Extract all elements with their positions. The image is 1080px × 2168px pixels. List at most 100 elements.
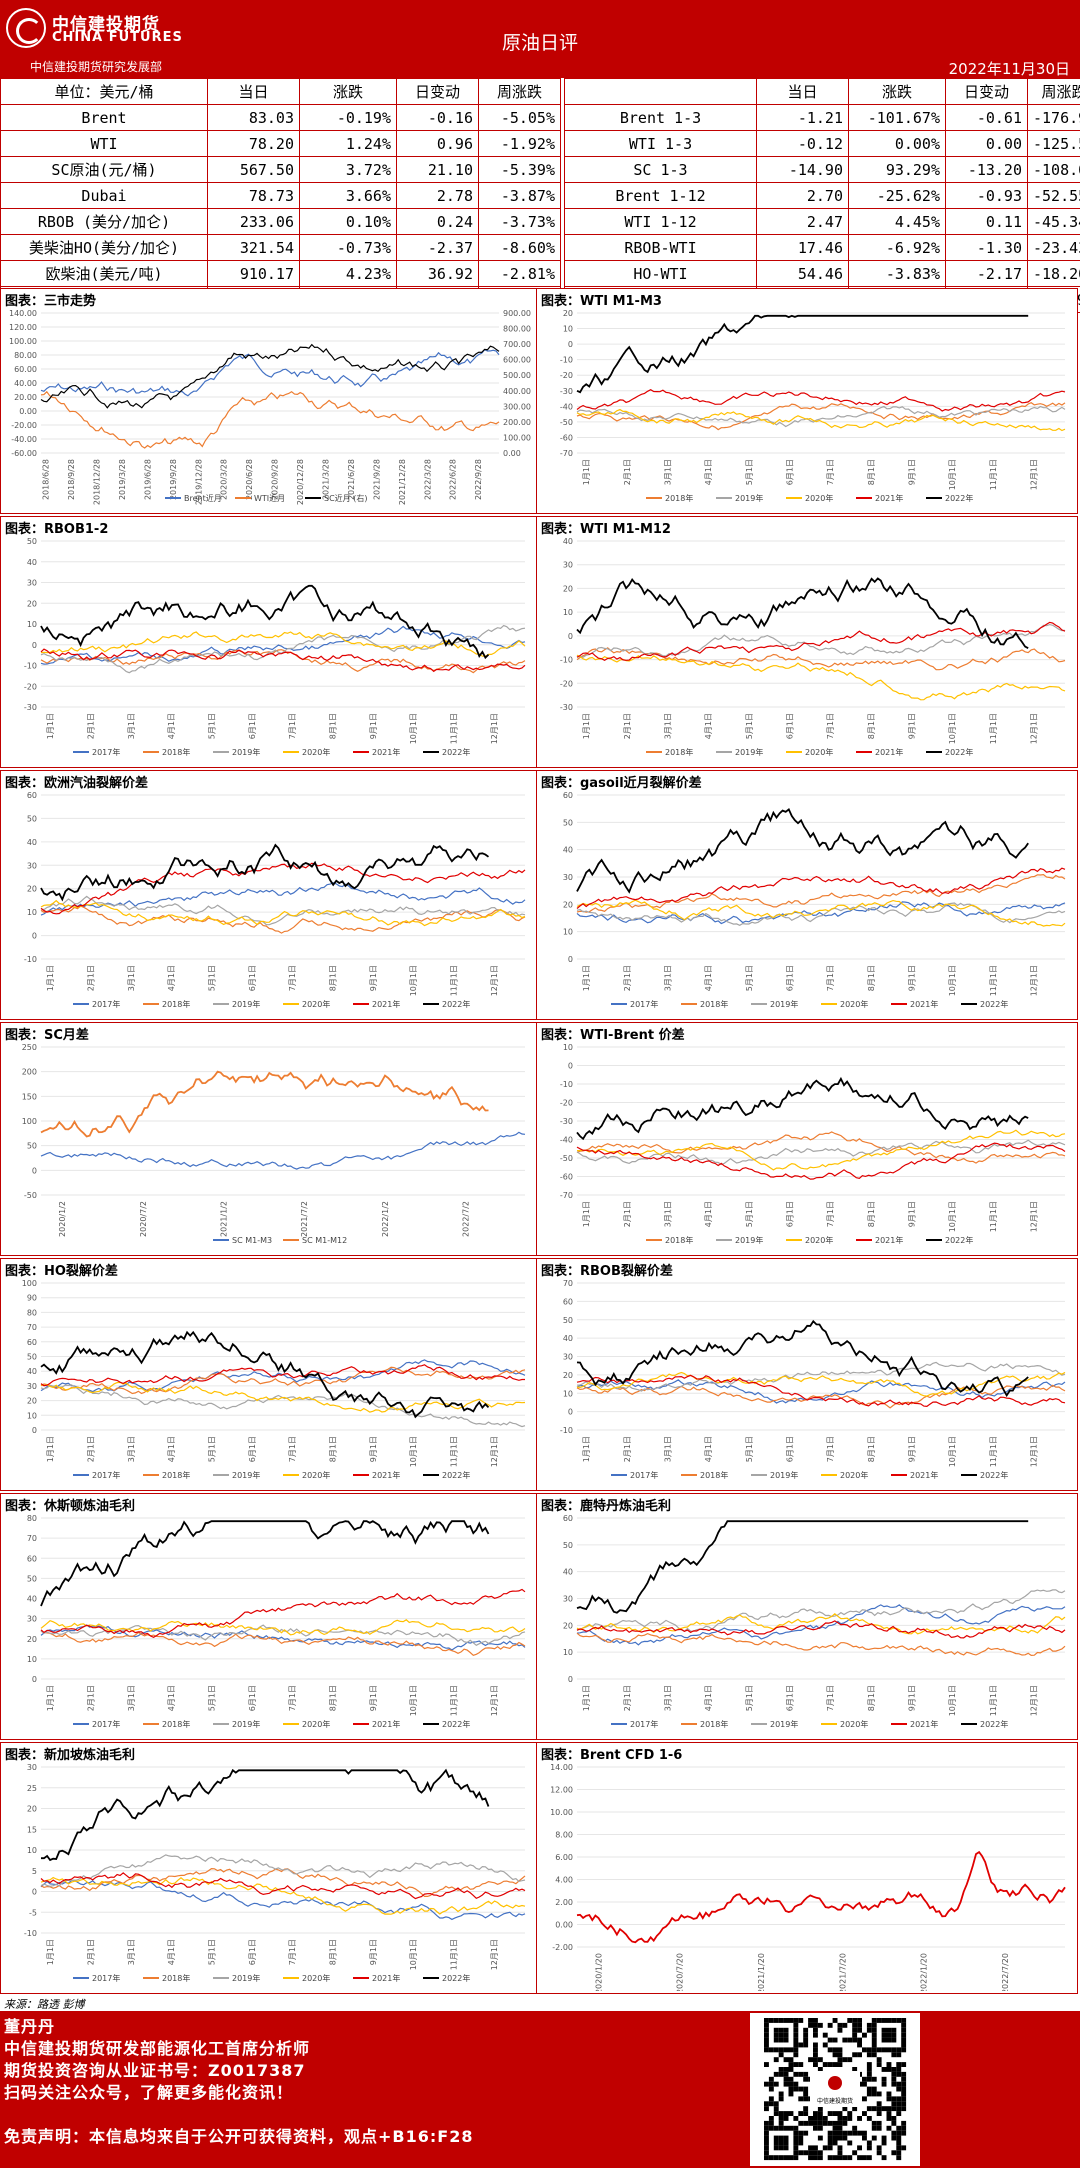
x-tick-label: 4月1日 [167, 713, 176, 739]
series-line [576, 867, 1066, 909]
y-tick-label: 20 [563, 900, 573, 909]
left-header-cell: 涨跌 [299, 78, 397, 105]
spread-name: RBOB-WTI [564, 234, 757, 261]
x-tick-label: 5月1日 [207, 1436, 216, 1462]
x-tick-label: 5月1日 [745, 459, 754, 485]
legend-label: 2022年 [442, 1973, 470, 1983]
x-tick-label: 6月1日 [786, 965, 795, 991]
legend-label: 2020年 [302, 747, 330, 757]
y-tick-label: 40 [27, 838, 37, 847]
chart-plot: 80 70 60 50 40 30 20 10 0 1月1日 2月1日 3月1日 4月1日 5月1日 6月1… [27, 1514, 526, 1729]
x-tick-label: 5月1日 [745, 965, 754, 991]
x-tick-label: 2021/7/2 [300, 1201, 309, 1237]
y-tick-label: 120.00 [9, 323, 37, 332]
y-tick-label: 20 [27, 1635, 37, 1644]
y-tick-label: 20.00 [14, 393, 37, 402]
x-tick-label: 2月1日 [623, 965, 632, 991]
y-tick-label: 10 [563, 1043, 573, 1052]
legend-label: 2021年 [875, 493, 903, 503]
x-tick-label: 7月1日 [288, 1436, 297, 1462]
y-tick-label: 30 [563, 561, 573, 570]
chart-plot: 60 50 40 30 20 10 0 1月1日 2月1日 3月1日 4月1日 5月1日 6月1日 7月1… [563, 791, 1066, 1009]
y-tick-label: 50 [563, 1316, 573, 1325]
y-tick-label: 20 [27, 885, 37, 894]
series-line [40, 1624, 526, 1651]
legend-label: 2022年 [980, 1470, 1008, 1480]
y-tick-label: 80 [27, 1308, 37, 1317]
price-row: Brent 83.03 -0.19% -0.16 -5.05% Brent 1-3 -1.2… [0, 104, 1080, 131]
instrument-name: 美柴油HO(美分/加仑) [0, 234, 208, 261]
y-tick-label: 50 [27, 1353, 37, 1362]
series-line [576, 1371, 1066, 1397]
x-tick-label: 4月1日 [167, 1436, 176, 1462]
legend-label: 2018年 [162, 747, 190, 757]
source-note: 来源：路透 彭博 [4, 1998, 85, 2011]
chart-title: 图表：gasoil近月裂解价差 [541, 776, 702, 791]
left-header-cell: 当日 [207, 78, 300, 105]
spread-cell: -6.92% [848, 234, 946, 261]
chart-panel: 图表：新加坡炼油毛利 30 25 20 15 10 5 0 -5 -10 1月1日 2月1日 3月1日 4… [0, 1742, 538, 1994]
y-tick-label: -50 [24, 1191, 37, 1200]
legend-label: 2022年 [442, 1470, 470, 1480]
x-tick-label: 2019/3/28 [118, 459, 127, 500]
legend-label: 2021年 [910, 1470, 938, 1480]
legend-label: 2020年 [840, 999, 868, 1009]
legend-label: 2018年 [700, 1719, 728, 1729]
series-line [40, 625, 526, 665]
price-cell: -0.19% [299, 104, 397, 131]
y-tick-label: -2.00 [552, 1943, 573, 1952]
legend-label: 2017年 [92, 1973, 120, 1983]
x-tick-label: 4月1日 [167, 1939, 176, 1965]
chart-plot: 70 60 50 40 30 20 10 0 -10 1月1日 2月1日 3月1日 4月1日 5月1日 6月… [560, 1279, 1066, 1480]
price-cell: -5.05% [478, 104, 561, 131]
y-tick-label: 25 [27, 1784, 37, 1793]
legend-label: 2017年 [630, 999, 658, 1009]
legend-label: 2020年 [840, 1470, 868, 1480]
page-title: 原油日评 [501, 32, 578, 54]
y-tick-label: -40 [560, 402, 573, 411]
price-cell: 21.10 [396, 156, 479, 183]
y-tick-label: 100.00 [9, 337, 37, 346]
x-tick-label: 1月1日 [582, 713, 591, 739]
legend-label: 2021年 [372, 747, 400, 757]
series-line [40, 1330, 490, 1419]
series-line [40, 1131, 526, 1170]
y-tick-label: -40 [560, 1136, 573, 1145]
series-line [40, 390, 500, 449]
wechat-qr-code[interactable]: 中信建投期货 [750, 2013, 920, 2166]
x-tick-label: 11月1日 [449, 1939, 458, 1970]
y-tick-label: 10 [563, 928, 573, 937]
legend-label: SC M1-M12 [302, 1236, 347, 1245]
legend-label: 2019年 [735, 1235, 763, 1245]
series-line [576, 408, 1066, 432]
instrument-name: WTI [0, 130, 208, 157]
spread-cell: -1.21 [756, 104, 849, 131]
x-tick-label: 11月1日 [449, 713, 458, 744]
x-tick-label: 1月1日 [582, 1201, 591, 1227]
x-tick-label: 10月1日 [948, 1436, 957, 1467]
series-line [576, 623, 1066, 658]
y-tick-label: 100 [22, 1117, 37, 1126]
series-line [576, 1384, 1066, 1409]
y-tick-label: 50 [27, 1574, 37, 1583]
x-tick-label: 6月1日 [786, 1685, 795, 1711]
series-line [40, 862, 526, 915]
legend-label: 2020年 [302, 1470, 330, 1480]
x-tick-label: 7月1日 [826, 1436, 835, 1462]
x-tick-label: 1月1日 [46, 1436, 55, 1462]
price-cell: -0.73% [299, 234, 397, 261]
legend-label: 2020年 [302, 999, 330, 1009]
x-tick-label: 8月1日 [328, 1436, 337, 1462]
x-tick-label: 3月1日 [664, 965, 673, 991]
x-tick-label: 11月1日 [989, 459, 998, 490]
y-tick-label: 0 [568, 955, 573, 964]
series-line [40, 1879, 526, 1921]
series-line [576, 654, 1066, 701]
y-tick-label: -40.00 [11, 435, 37, 444]
y-tick-label: -70 [560, 449, 573, 458]
x-tick-label: 2021/6/28 [347, 459, 356, 500]
legend-label: 2022年 [945, 493, 973, 503]
y-tick-label: -30 [560, 387, 573, 396]
y-tick-label: 40 [27, 1595, 37, 1604]
x-tick-label: 2020/6/28 [245, 459, 254, 500]
